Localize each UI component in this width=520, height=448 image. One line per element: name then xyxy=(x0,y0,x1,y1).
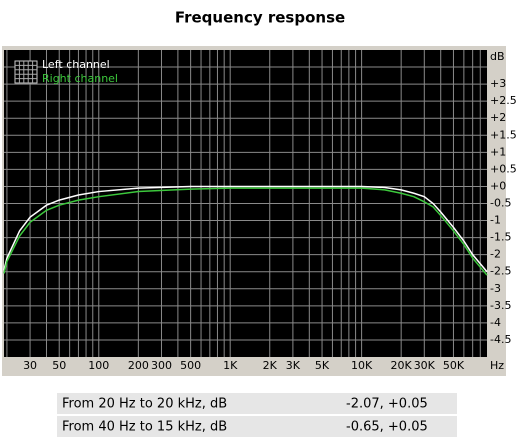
y-tick-label: -2 xyxy=(490,248,501,261)
y-tick-label: +0.5 xyxy=(490,162,517,175)
y-tick-label: +2.5 xyxy=(490,94,517,107)
x-tick-label: 1K xyxy=(223,359,238,372)
table-cell: From 20 Hz to 20 kHz, dB xyxy=(62,397,227,412)
y-tick-label: +0 xyxy=(490,179,506,192)
y-tick-label: -1.5 xyxy=(490,231,511,244)
x-tick-label: 10K xyxy=(351,359,373,372)
chart-title: Frequency response xyxy=(175,9,345,27)
table-cell: -2.07, +0.05 xyxy=(346,397,428,412)
y-axis-label: dB xyxy=(490,50,505,63)
table-cell: -0.65, +0.05 xyxy=(346,420,428,435)
table-row xyxy=(57,393,457,414)
x-tick-label: 30 xyxy=(23,359,37,372)
x-tick-label: 3K xyxy=(286,359,301,372)
legend-label: Right channel xyxy=(42,72,118,85)
legend-icon xyxy=(14,60,38,84)
x-tick-label: 20K xyxy=(391,359,413,372)
x-tick-label: 5K xyxy=(315,359,330,372)
y-tick-label: -3 xyxy=(490,282,501,295)
x-tick-label: 300 xyxy=(151,359,172,372)
x-tick-label: 50 xyxy=(52,359,66,372)
y-tick-label: -4 xyxy=(490,316,501,329)
y-tick-label: -3.5 xyxy=(490,299,511,312)
y-tick-label: +3 xyxy=(490,77,506,90)
y-tick-label: -1 xyxy=(490,214,501,227)
y-tick-label: +1 xyxy=(490,145,506,158)
y-tick-label: -2.5 xyxy=(490,265,511,278)
x-tick-label: 50K xyxy=(443,359,465,372)
y-tick-label: -4.5 xyxy=(490,333,511,346)
y-tick-label: +2 xyxy=(490,111,506,124)
series-line xyxy=(3,187,488,276)
table-cell: From 40 Hz to 15 kHz, dB xyxy=(62,420,227,435)
y-tick-label: -0.5 xyxy=(490,197,511,210)
series-line xyxy=(3,185,488,273)
y-tick-label: +1.5 xyxy=(490,128,517,141)
x-tick-label: 30K xyxy=(414,359,436,372)
x-tick-label: 100 xyxy=(88,359,109,372)
table-row xyxy=(57,416,457,437)
legend-label: Left channel xyxy=(42,58,110,71)
x-tick-label: 500 xyxy=(180,359,201,372)
x-axis-label: Hz xyxy=(490,359,504,372)
x-tick-label: 200 xyxy=(128,359,149,372)
x-tick-label: 2K xyxy=(263,359,278,372)
